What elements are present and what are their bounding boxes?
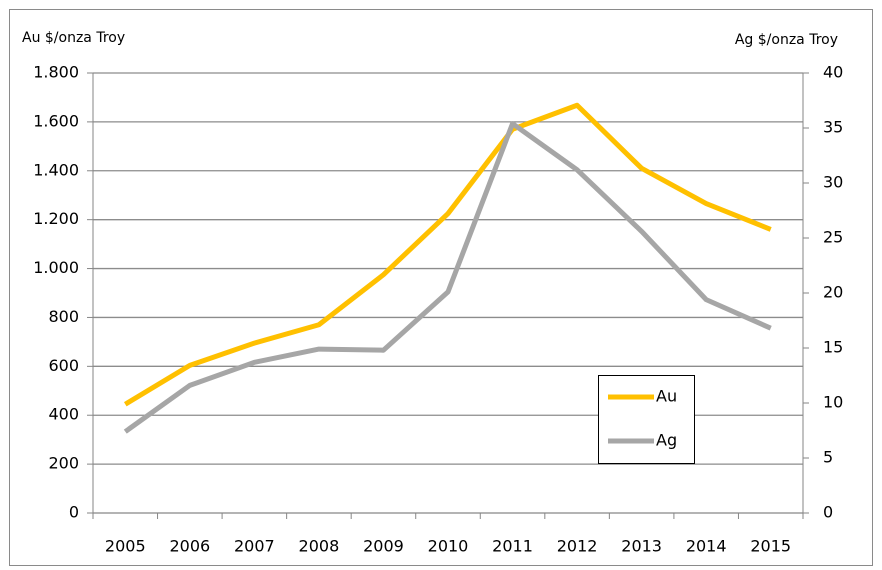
legend-box — [598, 375, 695, 464]
y-tick-label: 800 — [48, 307, 79, 326]
legend-label: Ag — [656, 431, 677, 450]
y2-tick-label: 40 — [823, 63, 843, 82]
y2-tick-label: 5 — [823, 448, 833, 467]
chart-frame — [9, 9, 873, 566]
y2-tick-label: 0 — [823, 503, 833, 522]
x-tick-label: 2007 — [234, 537, 275, 556]
y2-tick-label: 25 — [823, 228, 843, 247]
y-axis-title: Au $/onza Troy — [22, 30, 125, 46]
x-tick-label: 2008 — [299, 537, 340, 556]
y-tick-label: 1.000 — [33, 258, 79, 277]
x-tick-label: 2012 — [557, 537, 598, 556]
x-tick-label: 2013 — [621, 537, 662, 556]
y-tick-label: 1.800 — [33, 63, 79, 82]
y-tick-label: 1.400 — [33, 160, 79, 179]
legend-label: Au — [656, 387, 677, 406]
x-tick-label: 2005 — [105, 537, 146, 556]
x-tick-label: 2009 — [363, 537, 404, 556]
y-tick-label: 400 — [48, 405, 79, 424]
y-tick-label: 200 — [48, 454, 79, 473]
x-tick-label: 2010 — [428, 537, 469, 556]
y-tick-label: 600 — [48, 356, 79, 375]
y2-tick-label: 35 — [823, 118, 843, 137]
y-tick-label: 1.200 — [33, 209, 79, 228]
series-line — [123, 121, 772, 434]
series-line — [123, 102, 772, 407]
y-tick-label: 1.600 — [33, 111, 79, 130]
x-tick-label: 2011 — [492, 537, 533, 556]
x-tick-label: 2015 — [750, 537, 791, 556]
y2-tick-label: 20 — [823, 283, 843, 302]
y-tick-label: 0 — [69, 503, 79, 522]
x-tick-label: 2006 — [169, 537, 210, 556]
x-tick-label: 2014 — [686, 537, 727, 556]
y2-tick-label: 10 — [823, 393, 843, 412]
y2-axis-title: Ag $/onza Troy — [735, 32, 838, 48]
y2-tick-label: 15 — [823, 338, 843, 357]
y2-tick-label: 30 — [823, 173, 843, 192]
